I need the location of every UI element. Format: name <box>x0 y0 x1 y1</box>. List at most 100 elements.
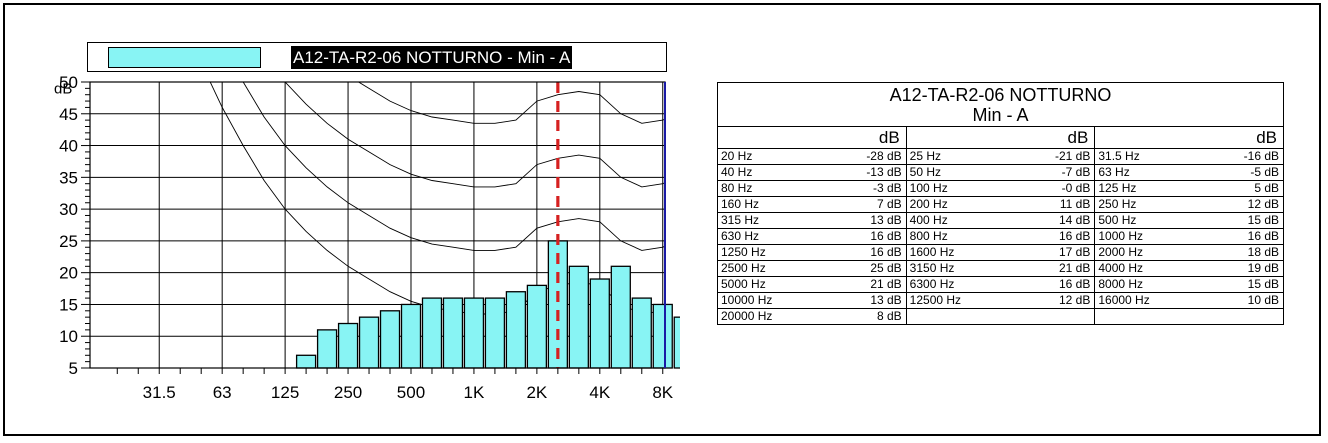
bar <box>442 297 464 369</box>
bar <box>484 297 506 369</box>
level-value: 16 dB <box>1058 277 1091 291</box>
table-cell: 63 Hz -5 dB <box>1095 165 1283 180</box>
table-cell: 20 Hz -28 dB <box>718 149 907 164</box>
y-axis-label: dB <box>54 80 72 97</box>
table-cell: 2000 Hz 18 dB <box>1095 245 1283 260</box>
level-value: 13 dB <box>870 213 902 227</box>
level-value: 16 dB <box>870 229 902 243</box>
y-tick-label: 50 <box>59 76 78 92</box>
table-subtitle-text: Min - A <box>972 105 1029 125</box>
level-value: 25 dB <box>870 261 902 275</box>
x-tick-label: 2K <box>526 383 547 402</box>
frequency-label: 500 Hz <box>1098 213 1137 227</box>
table-cell: 8000 Hz 15 dB <box>1095 277 1283 292</box>
bar <box>400 303 422 369</box>
reference-curve <box>357 82 665 124</box>
table-title-text: A12-TA-R2-06 NOTTURNO <box>889 85 1112 105</box>
table-cell: 800 Hz 16 dB <box>907 229 1096 244</box>
chart-legend: A12-TA-R2-06 NOTTURNO - Min - A <box>87 42 667 72</box>
table-cell: 25 Hz -21 dB <box>907 149 1096 164</box>
table-cell: 50 Hz -7 dB <box>907 165 1096 180</box>
level-value: -16 dB <box>1243 149 1280 163</box>
table-row: 630 Hz 16 dB 800 Hz 16 dB 1000 Hz 16 dB <box>718 229 1283 245</box>
table-cell: 10000 Hz 13 dB <box>718 293 907 308</box>
level-value: 21 dB <box>1058 261 1091 275</box>
table-cell: 500 Hz 15 dB <box>1095 213 1283 228</box>
bar <box>526 284 548 369</box>
table-cell: 1600 Hz 17 dB <box>907 245 1096 260</box>
table-cell: 250 Hz 12 dB <box>1095 197 1283 212</box>
y-tick-label: 20 <box>59 264 78 283</box>
table-row: 2500 Hz 25 dB 3150 Hz 21 dB 4000 Hz 19 dB <box>718 261 1283 277</box>
table-row: 315 Hz 13 dB 400 Hz 14 dB 500 Hz 15 dB <box>718 213 1283 229</box>
table-cell <box>1095 309 1283 324</box>
frequency-label: 630 Hz <box>721 229 760 243</box>
table-cell: 1250 Hz 16 dB <box>718 245 907 260</box>
table-cell: 80 Hz -3 dB <box>718 181 907 196</box>
y-tick-label: 25 <box>59 232 78 251</box>
table-body: 20 Hz -28 dB 25 Hz -21 dB 31.5 Hz -16 dB 40 Hz… <box>718 149 1283 324</box>
level-value: 14 dB <box>1058 213 1091 227</box>
frequency-label: 6300 Hz <box>909 277 955 291</box>
table-header: dB dB dB <box>718 127 1283 149</box>
frequency-label: 31.5 Hz <box>1098 149 1140 163</box>
table-row: 80 Hz -3 dB 100 Hz -0 dB 125 Hz 5 dB <box>718 181 1283 197</box>
level-value: 21 dB <box>870 277 902 291</box>
table-cell: 160 Hz 7 dB <box>718 197 907 212</box>
level-value: -21 dB <box>1054 149 1091 163</box>
table-header-col-2: dB <box>907 127 1096 148</box>
y-tick-label: 15 <box>59 295 78 314</box>
level-value: 18 dB <box>1247 245 1280 259</box>
bar <box>631 297 652 369</box>
y-tick-label: 5 <box>69 359 78 378</box>
bar <box>589 278 610 369</box>
level-value: -5 dB <box>1250 165 1280 179</box>
y-tick-label: 35 <box>59 168 78 187</box>
x-tick-label: 125 <box>271 383 299 402</box>
frequency-label: 800 Hz <box>909 229 948 243</box>
table-cell: 400 Hz 14 dB <box>907 213 1096 228</box>
bar <box>673 316 680 369</box>
y-tick-label: 40 <box>59 137 78 156</box>
frequency-label: 63 Hz <box>1098 165 1130 179</box>
frequency-label: 8000 Hz <box>1098 277 1144 291</box>
table-cell: 100 Hz -0 dB <box>907 181 1096 196</box>
level-value: 5 dB <box>1254 181 1280 195</box>
frequency-label: 80 Hz <box>721 181 753 195</box>
level-value: -7 dB <box>1061 165 1091 179</box>
table-cell: 4000 Hz 19 dB <box>1095 261 1283 276</box>
frequency-label: 250 Hz <box>1098 197 1137 211</box>
table-row: 160 Hz 7 dB 200 Hz 11 dB 250 Hz 12 dB <box>718 197 1283 213</box>
level-value: 7 dB <box>876 197 902 211</box>
spectrum-table: A12-TA-R2-06 NOTTURNO Min - A dB dB dB 2… <box>717 82 1284 325</box>
level-value: 16 dB <box>870 245 902 259</box>
level-value: 12 dB <box>1058 293 1091 307</box>
table-row: 20 Hz -28 dB 25 Hz -21 dB 31.5 Hz -16 dB <box>718 149 1283 165</box>
table-cell: 40 Hz -13 dB <box>718 165 907 180</box>
x-tick-label: 63 <box>213 383 232 402</box>
chart-axes <box>81 81 666 374</box>
y-tick-label: 30 <box>59 200 78 219</box>
table-cell: 125 Hz 5 dB <box>1095 181 1283 196</box>
table-cell: 200 Hz 11 dB <box>907 197 1096 212</box>
level-value: 15 dB <box>1247 213 1280 227</box>
frequency-label: 25 Hz <box>909 149 942 163</box>
legend-label: A12-TA-R2-06 NOTTURNO - Min - A <box>291 46 573 69</box>
frequency-label: 40 Hz <box>721 165 753 179</box>
noise-rating-curves <box>209 82 665 315</box>
level-value: -28 dB <box>866 149 902 163</box>
level-value: 8 dB <box>876 309 902 323</box>
legend-swatch <box>108 47 261 68</box>
bar <box>379 310 401 369</box>
frequency-label: 400 Hz <box>909 213 948 227</box>
level-value: 16 dB <box>1247 229 1280 243</box>
table-row: 5000 Hz 21 dB 6300 Hz 16 dB 8000 Hz 15 dB <box>718 277 1283 293</box>
table-header-col-1: dB <box>718 127 907 148</box>
frequency-label: 50 Hz <box>909 165 942 179</box>
table-cell: 630 Hz 16 dB <box>718 229 907 244</box>
bar <box>568 265 589 369</box>
frequency-label: 2500 Hz <box>721 261 766 275</box>
table-cell: 12500 Hz 12 dB <box>907 293 1096 308</box>
